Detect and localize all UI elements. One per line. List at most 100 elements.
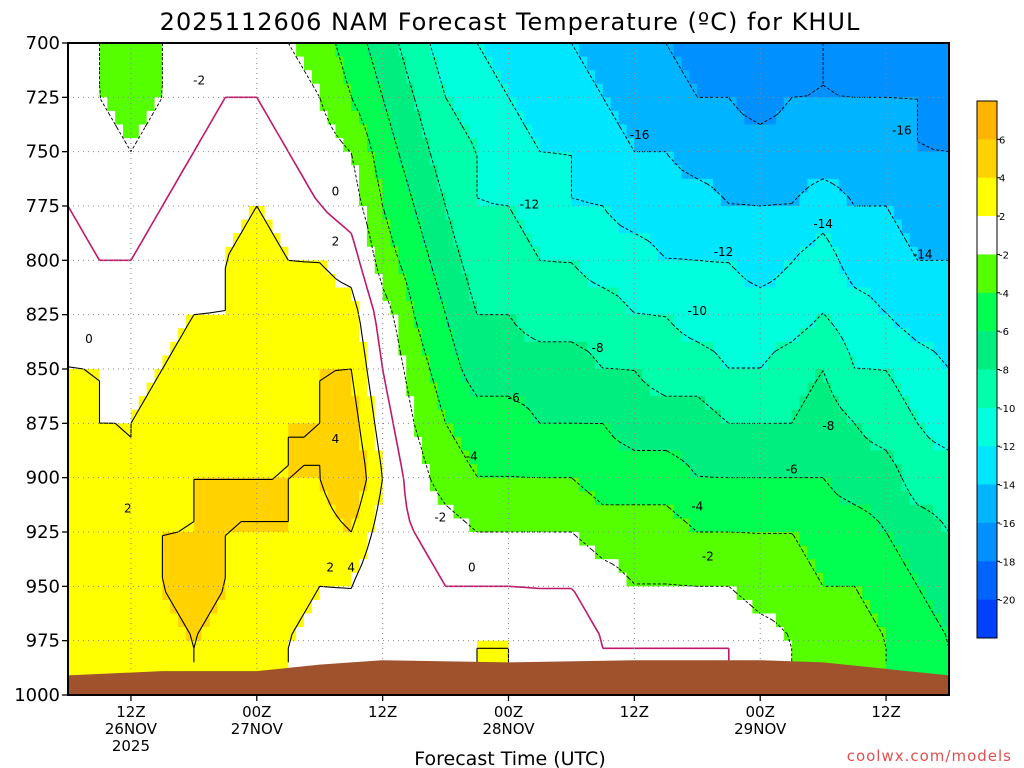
temperature-cell	[642, 56, 651, 71]
temperature-cell	[642, 464, 651, 479]
temperature-cell	[146, 314, 156, 329]
temperature-cell	[453, 450, 462, 465]
temperature-cell	[241, 654, 250, 669]
temperature-cell	[75, 599, 85, 615]
temperature-cell	[492, 559, 502, 574]
temperature-cell	[516, 464, 525, 479]
temperature-cell	[595, 301, 604, 316]
temperature-cell	[146, 83, 156, 98]
temperature-cell	[272, 178, 281, 194]
temperature-cell	[91, 287, 101, 302]
temperature-cell	[178, 599, 187, 615]
temperature-cell	[138, 613, 148, 628]
temperature-cell	[469, 341, 478, 357]
temperature-cell	[91, 56, 101, 71]
temperature-cell	[398, 151, 407, 166]
temperature-cell	[406, 477, 415, 492]
temperature-cell	[524, 436, 533, 452]
temperature-cell	[650, 599, 659, 615]
temperature-cell	[508, 273, 517, 289]
temperature-cell	[146, 599, 156, 615]
temperature-cell	[799, 450, 809, 465]
temperature-cell	[650, 504, 659, 520]
temperature-cell	[650, 314, 659, 329]
temperature-cell	[547, 518, 557, 533]
temperature-cell	[469, 219, 478, 234]
temperature-cell	[115, 559, 124, 574]
temperature-cell	[248, 572, 258, 587]
temperature-cell	[288, 43, 297, 58]
temperature-cell	[217, 178, 226, 194]
temperature-cell	[539, 83, 549, 98]
temperature-cell	[99, 70, 108, 85]
temperature-cell	[233, 83, 242, 98]
temperature-cell	[689, 287, 698, 302]
temperature-cell	[728, 518, 738, 533]
temperature-cell	[272, 56, 281, 71]
temperature-cell	[555, 382, 565, 397]
temperature-cell	[264, 192, 274, 207]
temperature-cell	[272, 219, 281, 234]
temperature-cell	[634, 151, 643, 166]
temperature-cell	[657, 70, 667, 85]
temperature-cell	[359, 572, 368, 587]
temperature-cell	[351, 477, 360, 492]
temperature-cell	[288, 654, 297, 669]
temperature-cell	[532, 654, 541, 669]
temperature-cell	[453, 246, 462, 261]
temperature-cell	[823, 450, 832, 465]
temperature-cell	[162, 436, 171, 452]
temperature-cell	[351, 396, 360, 411]
temperature-cell	[162, 70, 171, 85]
temperature-cell	[115, 314, 124, 329]
temperature-cell	[532, 151, 541, 166]
temperature-cell	[595, 43, 604, 58]
temperature-cell	[256, 233, 266, 248]
temperature-cell	[382, 70, 392, 85]
temperature-cell	[75, 545, 85, 560]
temperature-cell	[170, 355, 179, 370]
temperature-cell	[571, 97, 580, 112]
temperature-cell	[382, 110, 392, 126]
temperature-cell	[146, 436, 156, 452]
temperature-cell	[162, 613, 171, 628]
temperature-cell	[366, 559, 376, 574]
temperature-cell	[421, 260, 431, 275]
temperature-cell	[807, 423, 816, 438]
temperature-cell	[650, 233, 659, 248]
temperature-cell	[602, 206, 612, 221]
temperature-cell	[831, 450, 840, 465]
temperature-cell	[178, 450, 187, 465]
temperature-cell	[539, 301, 549, 316]
temperature-cell	[728, 341, 738, 357]
temperature-cell	[736, 70, 746, 85]
temperature-cell	[571, 246, 580, 261]
temperature-cell	[532, 477, 541, 492]
temperature-cell	[736, 273, 746, 289]
temperature-cell	[343, 287, 352, 302]
temperature-cell	[398, 613, 407, 628]
temperature-cell	[359, 532, 368, 547]
temperature-cell	[477, 273, 486, 289]
temperature-cell	[445, 138, 455, 153]
temperature-cell	[807, 450, 816, 465]
temperature-cell	[461, 504, 470, 520]
temperature-cell	[178, 572, 187, 587]
temperature-cell	[461, 287, 470, 302]
temperature-cell	[233, 246, 242, 261]
temperature-cell	[477, 627, 486, 642]
temperature-cell	[477, 287, 486, 302]
temperature-cell	[823, 260, 832, 275]
temperature-cell	[477, 491, 486, 506]
temperature-cell	[429, 246, 439, 261]
temperature-cell	[178, 532, 187, 547]
temperature-cell	[319, 43, 329, 58]
temperature-cell	[343, 246, 352, 261]
temperature-cell	[602, 586, 612, 601]
temperature-cell	[327, 83, 337, 98]
temperature-cell	[272, 369, 281, 384]
temperature-cell	[256, 640, 266, 655]
temperature-cell	[492, 206, 502, 221]
temperature-cell	[736, 314, 746, 329]
temperature-cell	[642, 382, 651, 397]
